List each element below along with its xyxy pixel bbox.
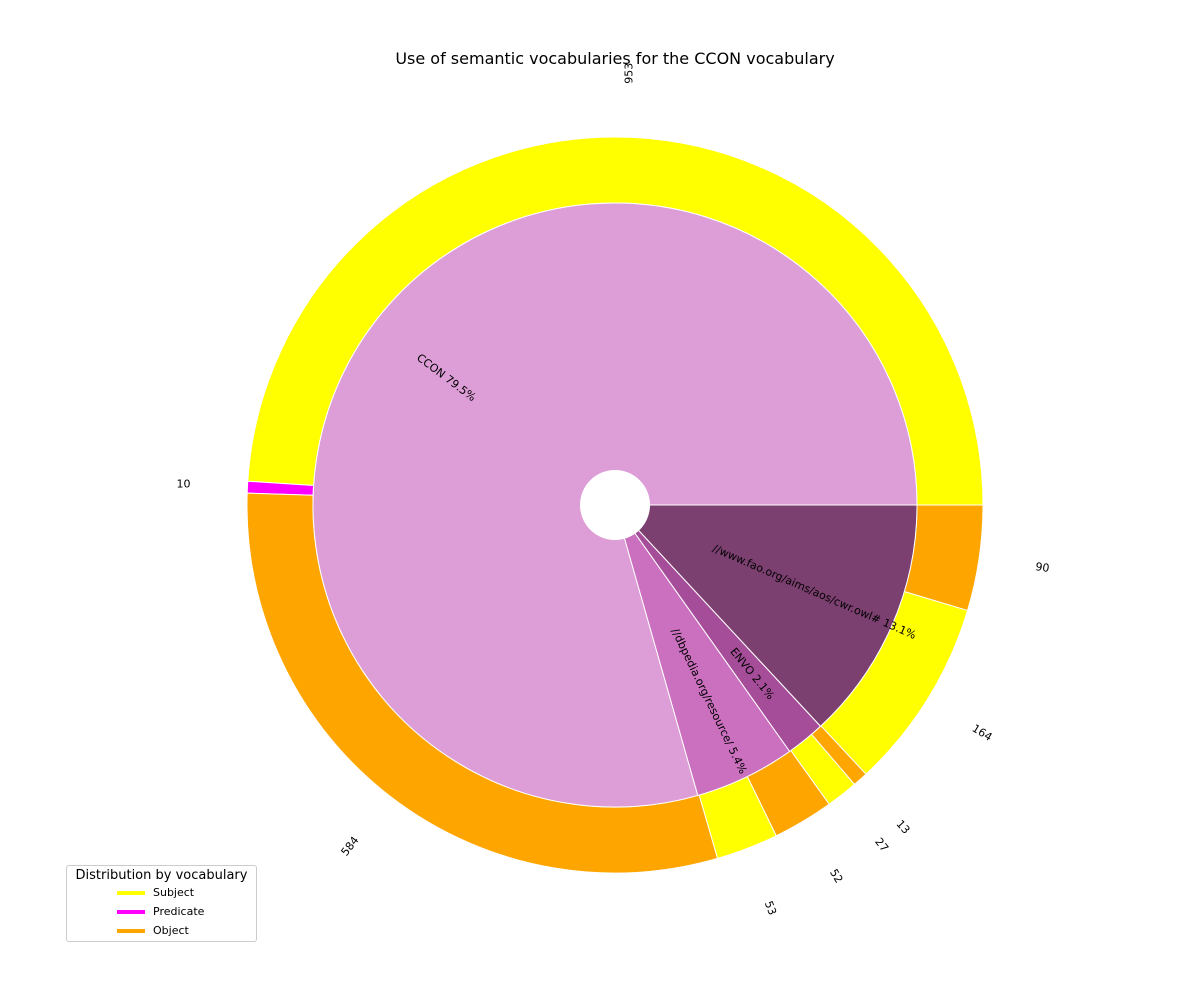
- outer-value-label-10: 10: [177, 478, 191, 491]
- legend-swatch-object: [117, 928, 145, 933]
- outer-value-label-52: 52: [827, 867, 845, 886]
- outer-value-label-584: 584: [338, 834, 361, 859]
- outer-value-label-53: 53: [762, 899, 779, 917]
- legend-item-predicate: Predicate: [67, 902, 256, 921]
- legend: Distribution by vocabulary Subject Predi…: [66, 865, 257, 942]
- chart-title: Use of semantic vocabularies for the CCO…: [395, 49, 834, 68]
- inner-slice-www-fao-org-aims-aos-cwr-owl: [613, 504, 918, 727]
- center-hole: [580, 470, 650, 540]
- legend-item-object: Object: [67, 921, 256, 940]
- legend-swatch-subject: [117, 890, 145, 895]
- legend-label-object: Object: [153, 924, 189, 937]
- legend-item-subject: Subject: [67, 883, 256, 902]
- legend-title: Distribution by vocabulary: [75, 868, 248, 883]
- legend-label-subject: Subject: [153, 886, 195, 899]
- outer-value-label-27: 27: [872, 835, 891, 854]
- legend-label-predicate: Predicate: [153, 905, 205, 918]
- outer-value-label-953: 953: [622, 63, 635, 84]
- outer-value-label-90: 90: [1035, 560, 1051, 575]
- outer-ring: [246, 136, 984, 874]
- legend-swatch-predicate: [117, 909, 145, 914]
- outer-value-label-13: 13: [893, 817, 912, 836]
- outer-value-label-164: 164: [970, 722, 995, 744]
